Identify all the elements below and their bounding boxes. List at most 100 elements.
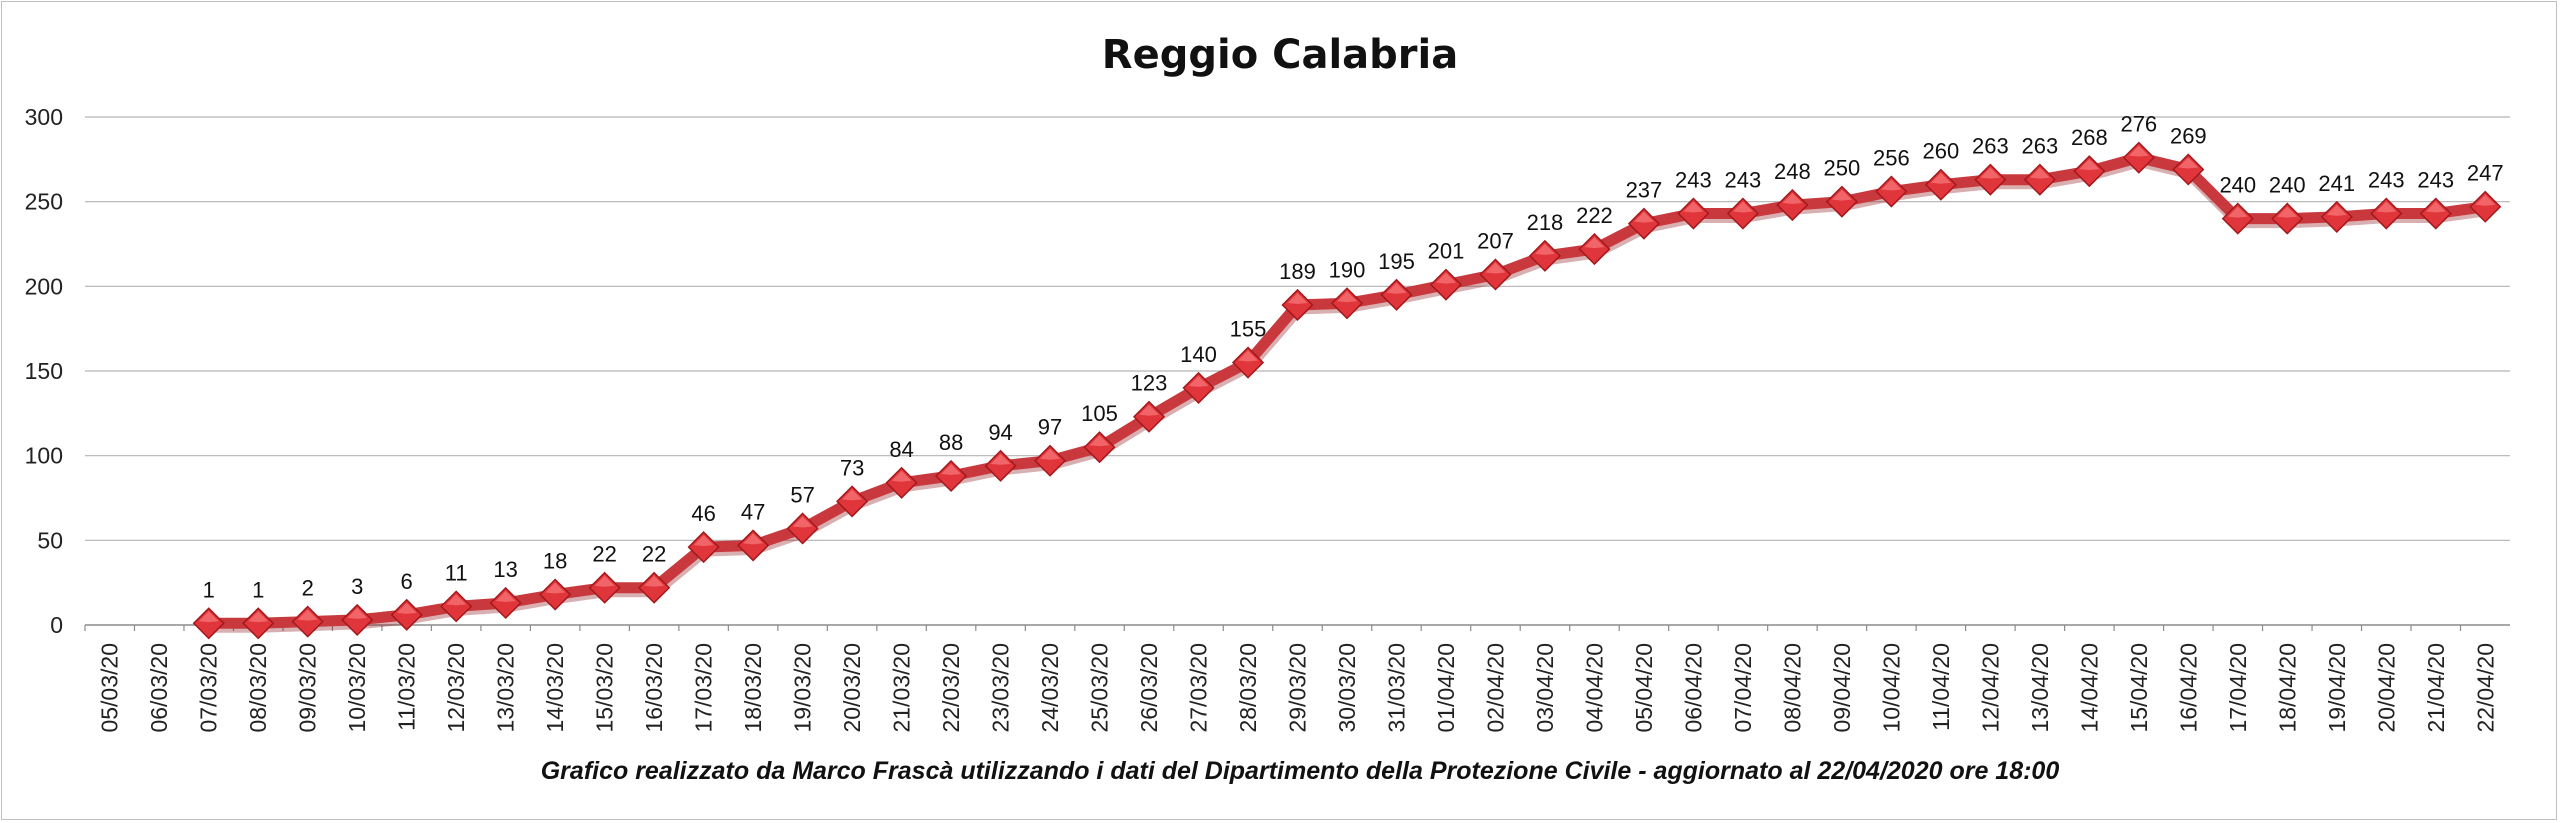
data-point-highlight	[2326, 204, 2347, 216]
data-label: 22	[592, 542, 616, 567]
y-tick-label: 0	[50, 612, 63, 638]
data-label: 123	[1131, 371, 1168, 396]
data-point-marker	[687, 531, 720, 564]
data-point-highlight	[1930, 172, 1951, 184]
data-point-marker	[2221, 202, 2254, 235]
data-point-highlight	[1238, 350, 1259, 362]
data-label: 18	[543, 549, 567, 574]
data-point-highlight	[1386, 282, 1407, 294]
data-label: 195	[1378, 249, 1415, 274]
data-point-marker	[341, 603, 374, 636]
data-label: 2	[302, 576, 314, 601]
data-point-marker	[2320, 200, 2353, 233]
x-tick-label: 19/04/20	[2324, 643, 2350, 733]
data-point-highlight	[594, 575, 615, 587]
data-point-marker	[291, 605, 324, 638]
data-point-marker	[2073, 155, 2106, 188]
y-tick-label: 250	[25, 189, 63, 215]
data-point-highlight	[743, 533, 764, 545]
data-point-highlight	[495, 590, 516, 602]
data-point-highlight	[1683, 201, 1704, 213]
x-tick-label: 14/03/20	[542, 643, 568, 733]
data-point-marker	[836, 485, 869, 518]
data-point-marker	[1974, 163, 2007, 196]
data-label: 201	[1428, 239, 1465, 264]
data-label: 189	[1279, 259, 1316, 284]
data-label: 237	[1626, 178, 1663, 203]
data-label: 57	[790, 482, 814, 507]
chart-footer: Grafico realizzato da Marco Frascà utili…	[541, 757, 2060, 785]
data-point-marker	[1578, 233, 1611, 266]
data-point-marker	[1033, 444, 1067, 477]
data-point-marker	[1924, 168, 1957, 201]
data-point-highlight	[842, 489, 863, 501]
x-tick-label: 11/04/20	[1928, 643, 1954, 731]
data-point-highlight	[446, 594, 467, 606]
data-point-marker	[786, 512, 819, 545]
data-label: 260	[1923, 139, 1960, 164]
x-tick-label: 15/04/20	[2126, 643, 2152, 733]
data-point-highlight	[2227, 206, 2248, 218]
data-label: 276	[2120, 112, 2157, 137]
x-tick-label: 07/04/20	[1730, 643, 1756, 733]
data-point-highlight	[1534, 243, 1555, 255]
x-tick-label: 08/04/20	[1779, 643, 1805, 733]
data-label: 240	[2269, 173, 2306, 198]
data-point-marker	[1330, 287, 1364, 320]
data-label: 3	[351, 574, 363, 599]
data-label: 248	[1774, 159, 1811, 184]
x-tick-label: 10/04/20	[1878, 643, 1904, 733]
data-label: 88	[939, 430, 963, 455]
data-point-marker	[1429, 268, 1463, 301]
x-tick-label: 13/04/20	[2027, 643, 2053, 733]
x-tick-label: 16/04/20	[2175, 643, 2201, 733]
data-point-highlight	[1435, 272, 1456, 284]
data-label: 11	[445, 560, 468, 585]
data-point-marker	[489, 586, 522, 620]
data-label: 243	[2417, 168, 2454, 193]
data-point-highlight	[2475, 194, 2496, 206]
data-label: 6	[401, 569, 413, 594]
x-tick-label: 04/04/20	[1581, 643, 1607, 733]
data-label: 46	[691, 501, 715, 526]
data-point-highlight	[2029, 167, 2050, 179]
data-point-marker	[1875, 175, 1908, 208]
data-label: 256	[1873, 146, 1910, 171]
x-tick-label: 15/03/20	[592, 643, 618, 733]
data-point-marker	[638, 571, 671, 604]
x-tick-label: 05/04/20	[1631, 643, 1657, 733]
data-point-highlight	[1831, 189, 1852, 201]
x-tick-label: 17/03/20	[691, 643, 717, 733]
x-tick-label: 13/03/20	[493, 643, 519, 733]
data-label: 105	[1081, 401, 1118, 426]
data-point-highlight	[644, 575, 665, 587]
data-label: 240	[2219, 173, 2256, 198]
x-tick-label: 07/03/20	[196, 643, 222, 733]
x-axis-ticks: 05/03/20 06/03/20 07/03/20 08/03/20 09/03/20…	[84, 625, 2498, 733]
x-tick-label: 18/03/20	[740, 643, 766, 733]
data-point-highlight	[545, 582, 566, 594]
data-point-marker	[1726, 197, 1759, 230]
x-tick-label: 12/04/20	[1977, 643, 2003, 733]
data-point-highlight	[2079, 159, 2100, 171]
data-point-highlight	[941, 463, 962, 475]
data-point-marker	[984, 449, 1017, 482]
gridlines	[85, 116, 2510, 626]
data-point-marker	[1083, 431, 1116, 464]
data-label: 250	[1824, 156, 1861, 181]
data-point-marker	[2419, 197, 2452, 230]
data-point-marker	[1528, 239, 1562, 272]
x-tick-label: 28/03/20	[1235, 643, 1261, 733]
x-tick-label: 06/03/20	[146, 643, 172, 733]
data-point-marker	[935, 459, 968, 493]
x-tick-label: 11/03/20	[394, 643, 420, 731]
data-point-highlight	[1287, 292, 1308, 304]
data-label: 243	[1675, 168, 1712, 193]
data-label: 263	[1972, 134, 2009, 159]
x-tick-label: 21/04/20	[2423, 643, 2449, 733]
data-point-highlight	[347, 607, 368, 619]
data-label: 22	[642, 542, 666, 567]
chart-title: Reggio Calabria	[1102, 32, 1458, 78]
x-tick-label: 20/03/20	[839, 643, 865, 733]
